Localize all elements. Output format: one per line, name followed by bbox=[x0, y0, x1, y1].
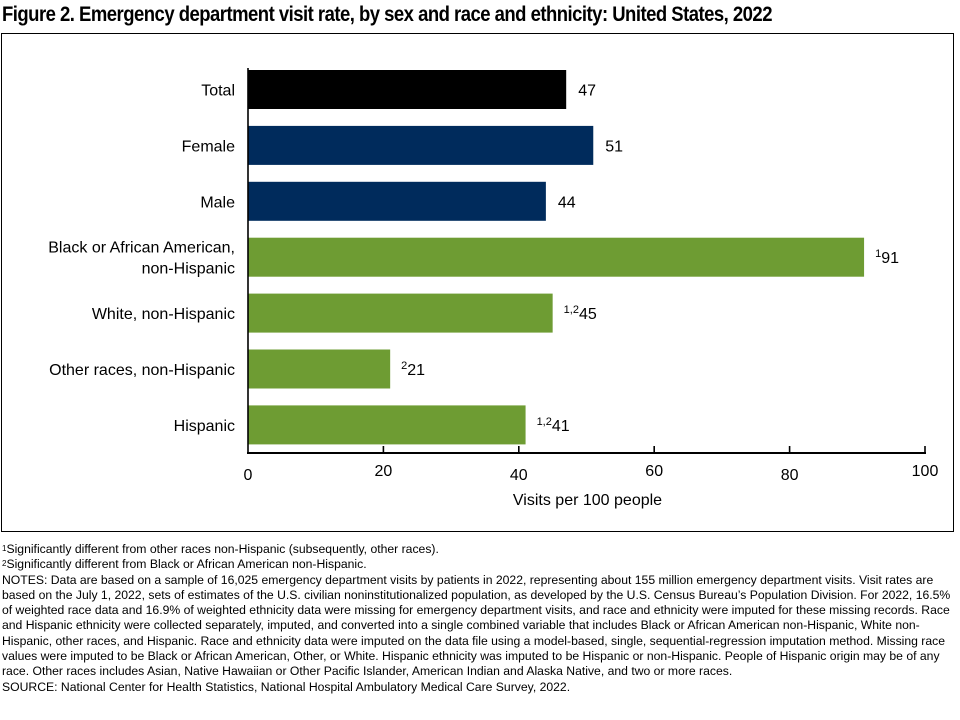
bar-3 bbox=[248, 237, 865, 277]
category-label: Total bbox=[201, 83, 235, 100]
category-labels: Total Female Male Black or African American… bbox=[48, 83, 235, 435]
footnote-2: 2Significantly different from Black or A… bbox=[2, 557, 367, 572]
bar-1 bbox=[248, 125, 594, 165]
value-label: 44 bbox=[558, 194, 576, 211]
value-label: 1,245 bbox=[564, 304, 597, 323]
chart-frame bbox=[1, 33, 954, 532]
x-tick-label: 0 bbox=[244, 467, 253, 484]
x-tick-label: 80 bbox=[781, 467, 799, 484]
bar-5 bbox=[248, 349, 391, 389]
category-label: Male bbox=[200, 194, 235, 211]
bar-4 bbox=[248, 293, 553, 333]
x-tick-label: 40 bbox=[510, 467, 528, 484]
footnote-mark: 1 bbox=[2, 544, 7, 553]
x-axis-title: Visits per 100 people bbox=[513, 492, 662, 509]
bar-chart: Total Female Male Black or African American… bbox=[48, 68, 939, 509]
notes-text: NOTES: Data are based on a sample of 16,… bbox=[2, 572, 951, 679]
category-label: Hispanic bbox=[174, 418, 235, 435]
x-tick-label: 60 bbox=[645, 463, 663, 480]
category-label: White, non-Hispanic bbox=[92, 306, 235, 323]
x-tick-label: 100 bbox=[912, 463, 939, 480]
value-labels: 47 51 44 191 1,245 221 1,241 bbox=[401, 83, 899, 435]
category-label: Female bbox=[182, 138, 235, 155]
x-tick-label: 20 bbox=[375, 463, 393, 480]
value-label: 1,241 bbox=[537, 416, 570, 435]
bar-0 bbox=[248, 70, 567, 109]
bars-group bbox=[248, 70, 865, 445]
value-label: 191 bbox=[875, 248, 899, 267]
category-label: Black or African American, non-Hispanic bbox=[48, 240, 235, 278]
bar-2 bbox=[248, 181, 546, 221]
footnote-mark: 2 bbox=[2, 559, 7, 569]
value-label: 221 bbox=[401, 360, 425, 379]
bar-6 bbox=[248, 405, 526, 445]
source-text: SOURCE: National Center for Health Stati… bbox=[2, 679, 571, 694]
figure-title: Figure 2. Emergency department visit rat… bbox=[2, 2, 772, 26]
notes-section: 1Significantly different from other race… bbox=[2, 542, 958, 695]
x-axis-ticks: 0 20 40 60 80 100 bbox=[244, 446, 939, 484]
value-label: 51 bbox=[605, 138, 623, 155]
category-label: Other races, non-Hispanic bbox=[49, 362, 235, 379]
footnote-1: 1Significantly different from other race… bbox=[2, 542, 439, 556]
value-label: 47 bbox=[578, 83, 596, 100]
